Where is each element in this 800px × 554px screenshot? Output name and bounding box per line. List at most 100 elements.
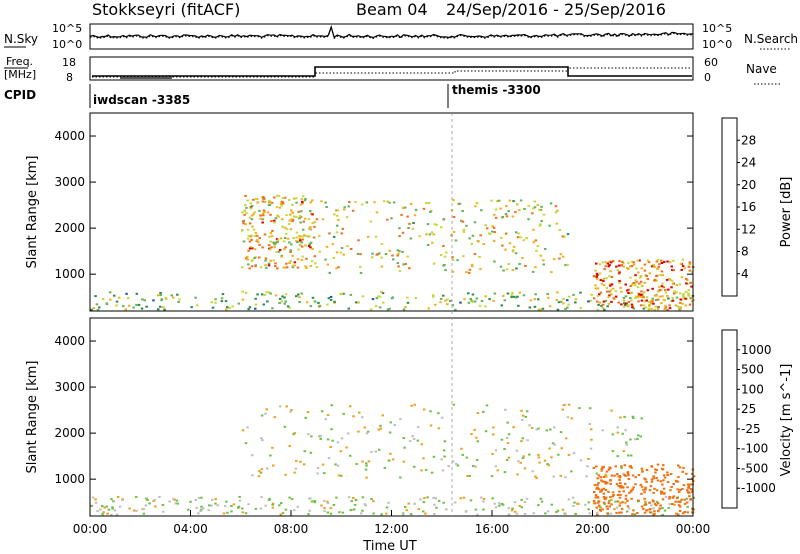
echo-cell — [658, 507, 662, 510]
echo-cell — [248, 222, 252, 225]
echo-cell — [159, 292, 162, 294]
echo-cell — [640, 417, 643, 420]
echo-cell — [400, 213, 403, 216]
echo-cell — [688, 263, 692, 265]
echo-cell — [391, 254, 394, 257]
echo-cell — [632, 509, 635, 512]
echo-cell — [260, 437, 263, 440]
echo-cell — [277, 194, 281, 197]
echo-cell — [298, 301, 301, 303]
echo-cell — [507, 456, 511, 459]
echo-cell — [302, 195, 305, 198]
echo-cell — [158, 496, 161, 498]
echo-cell — [640, 467, 644, 470]
echo-cell — [620, 467, 623, 470]
echo-cell — [310, 260, 314, 263]
echo-cell — [617, 301, 620, 304]
echo-cell — [374, 305, 378, 308]
echo-cell — [386, 308, 390, 311]
echo-cell — [126, 297, 130, 300]
echo-cell — [666, 474, 670, 476]
echo-cell — [633, 284, 637, 287]
echo-cell — [635, 267, 638, 270]
echo-cell — [660, 289, 663, 292]
echo-cell — [253, 211, 256, 214]
echo-cell — [619, 486, 622, 489]
echo-cell — [650, 478, 654, 481]
echo-cell — [426, 223, 430, 226]
echo-cell — [285, 266, 289, 269]
echo-cell — [602, 487, 605, 490]
echo-cell — [655, 504, 658, 507]
cpid-program-2: themis -3300 — [452, 83, 541, 97]
echo-cell — [443, 255, 447, 258]
echo-cell — [91, 496, 95, 499]
echo-cell — [656, 258, 660, 261]
echo-cell — [176, 502, 179, 505]
echo-cell — [359, 271, 363, 274]
echo-cell — [687, 266, 691, 268]
freq-label: Freq. — [6, 55, 33, 68]
echo-cell — [297, 210, 300, 213]
echo-cell — [351, 497, 355, 499]
echo-cell — [337, 266, 340, 269]
echo-cell — [596, 295, 600, 297]
echo-cell — [587, 300, 590, 303]
echo-cell — [384, 253, 388, 255]
echo-cell — [293, 471, 296, 474]
echo-cell — [502, 295, 505, 297]
echo-cell — [626, 472, 630, 475]
echo-cell — [510, 509, 514, 512]
echo-cell — [588, 512, 592, 515]
echo-cell — [499, 207, 502, 210]
echo-cell — [269, 454, 272, 457]
echo-cell — [520, 419, 524, 421]
echo-cell — [291, 218, 295, 221]
echo-cell — [281, 295, 284, 298]
echo-cell — [378, 306, 382, 309]
echo-cell — [269, 240, 272, 243]
echo-cell — [388, 201, 391, 204]
echo-cell — [640, 505, 644, 508]
echo-cell — [393, 424, 396, 427]
echo-cell — [692, 508, 695, 511]
echo-cell — [254, 303, 258, 306]
echo-cell — [640, 290, 643, 293]
freq-tick-bottom: 8 — [66, 71, 73, 84]
echo-cell — [173, 498, 176, 501]
echo-cell — [102, 511, 105, 514]
echo-cell — [493, 502, 497, 505]
echo-cell — [331, 243, 334, 246]
echo-cell — [548, 305, 552, 308]
echo-cell — [214, 298, 217, 301]
echo-cell — [590, 293, 593, 296]
echo-cell — [314, 262, 317, 265]
echo-cell — [678, 301, 682, 304]
echo-cell — [662, 464, 665, 467]
echo-cell — [269, 201, 272, 204]
echo-cell — [620, 484, 623, 487]
echo-cell — [507, 433, 511, 436]
echo-cell — [620, 511, 623, 514]
echo-cell — [356, 252, 360, 255]
echo-cell — [365, 432, 369, 435]
echo-cell — [261, 200, 265, 203]
echo-cell — [666, 471, 669, 474]
echo-cell — [622, 472, 625, 475]
echo-cell — [640, 267, 643, 270]
echo-cell — [599, 279, 603, 282]
echo-cell — [646, 278, 650, 281]
echo-cell — [554, 205, 558, 208]
echo-cell — [301, 245, 304, 248]
echo-cell — [327, 297, 331, 300]
echo-cell — [572, 505, 575, 507]
echo-cell — [380, 242, 384, 245]
echo-cell — [270, 220, 273, 222]
x-tick-label: 20:00 — [575, 522, 610, 536]
echo-cell — [319, 437, 322, 440]
echo-cell — [571, 496, 575, 499]
echo-cell — [629, 265, 632, 268]
echo-cell — [270, 201, 274, 204]
echo-cell — [405, 509, 408, 512]
echo-cell — [422, 408, 426, 411]
